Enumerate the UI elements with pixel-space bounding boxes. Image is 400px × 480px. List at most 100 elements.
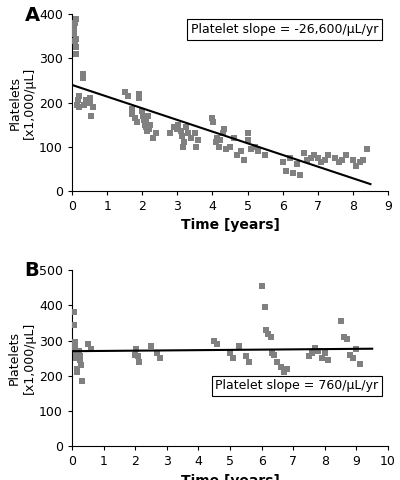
Point [318,354,325,362]
Point [133,346,139,353]
Point [86,99,93,107]
Point [339,156,346,164]
Point [136,90,143,97]
Point [336,158,342,166]
Point [72,344,79,351]
Point [308,154,314,161]
Point [125,92,131,100]
Point [144,127,151,135]
Point [73,35,80,43]
Point [265,330,271,337]
Point [183,123,189,131]
Point [153,130,160,137]
Point [343,152,349,159]
Point [227,143,233,151]
Point [150,134,156,142]
Point [245,136,252,144]
Point [344,335,350,343]
Point [230,134,237,142]
Point [171,123,177,131]
Point [71,321,77,329]
Point [134,119,140,126]
Point [195,136,202,144]
Point [340,333,347,341]
Point [262,303,268,311]
Point [132,114,138,122]
Point [283,167,289,175]
X-axis label: Time [years]: Time [years] [180,474,280,480]
Point [227,349,233,357]
Point [241,156,247,164]
Point [88,346,94,353]
Point [142,121,148,129]
Point [214,134,220,142]
Point [223,145,230,153]
Point [234,152,240,159]
Point [147,121,153,129]
Point [90,103,96,111]
Text: A: A [25,6,40,24]
Point [70,24,77,32]
Point [74,369,80,376]
Point [179,143,186,151]
Point [322,349,328,357]
Point [72,349,79,357]
Point [142,123,149,131]
Point [136,94,142,102]
Point [290,169,296,177]
Point [85,340,91,348]
Point [167,130,174,137]
Point [78,377,85,385]
Point [83,96,89,104]
Point [175,121,181,129]
Point [213,138,219,146]
Point [246,358,252,366]
Point [157,354,164,362]
Point [211,337,218,345]
Point [72,50,79,58]
Point [284,365,290,372]
Point [353,163,360,170]
Point [78,361,85,369]
Y-axis label: Platelets
[x1,000/μL]: Platelets [x1,000/μL] [8,322,36,395]
Y-axis label: Platelets
[x1,000/μL]: Platelets [x1,000/μL] [8,66,36,139]
Point [268,333,274,341]
Point [209,114,216,122]
Point [255,147,261,155]
Point [274,358,281,366]
Text: Platelet slope = 760/μL/yr: Platelet slope = 760/μL/yr [215,379,378,392]
Point [315,348,322,355]
Point [141,116,147,124]
Point [350,354,356,362]
Point [297,171,304,179]
Point [325,152,332,159]
Point [146,125,152,133]
Point [347,351,353,359]
Point [178,132,185,140]
Point [132,351,138,359]
Point [353,346,360,353]
Text: Platelet slope = -26,600/μL/yr: Platelet slope = -26,600/μL/yr [191,23,378,36]
Point [139,108,146,115]
Point [300,149,307,157]
Point [74,365,80,372]
Point [236,342,243,350]
Point [318,158,324,166]
Point [135,353,142,360]
Point [174,125,180,133]
Point [216,143,223,151]
Point [154,349,160,357]
Point [248,145,254,153]
Point [277,363,284,371]
Point [357,158,363,166]
Point [76,348,82,355]
Point [356,360,363,367]
Point [72,342,78,350]
Point [77,356,84,364]
Point [271,351,278,359]
Point [188,134,194,142]
Point [350,156,356,164]
Point [263,326,270,334]
Point [192,130,198,137]
Point [304,156,310,164]
